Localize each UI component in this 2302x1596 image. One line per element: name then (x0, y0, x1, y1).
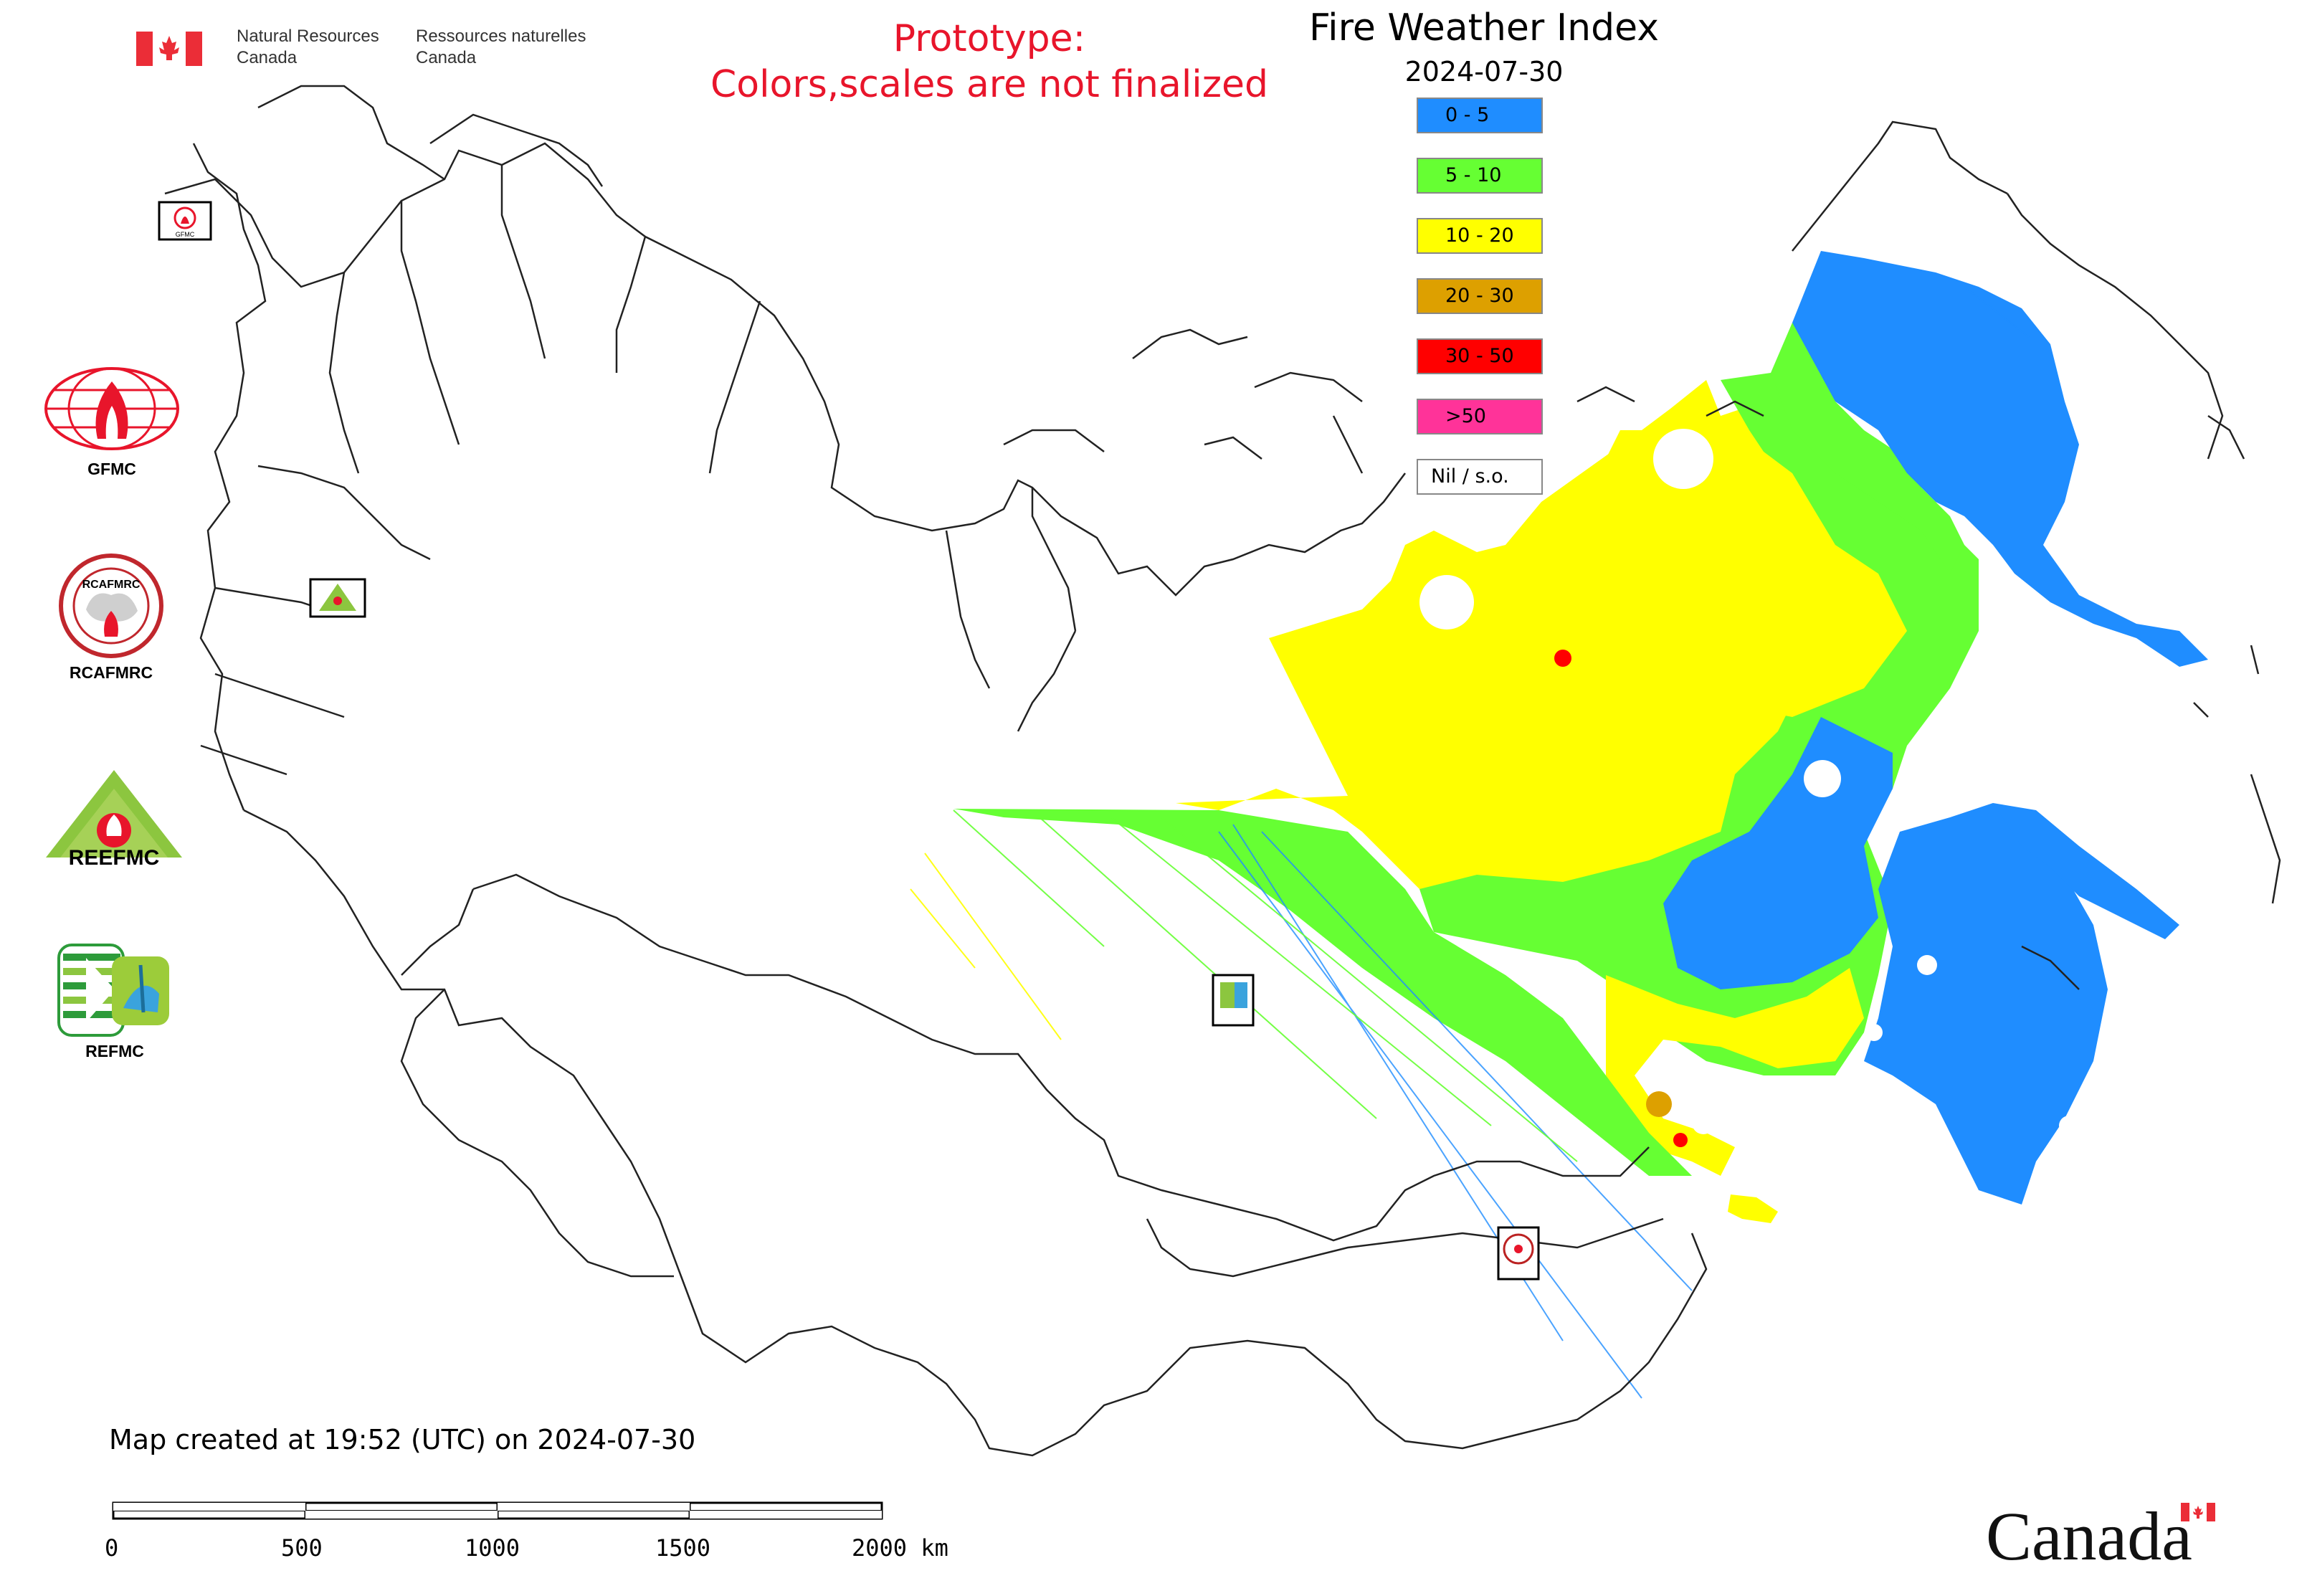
legend-item-0-5: 0 - 5 (1417, 98, 1543, 133)
partner-label-gfmc: GFMC (87, 460, 136, 478)
fwi-zone-blue-east (1792, 251, 2208, 667)
legend-item-over-50: >50 (1417, 399, 1543, 434)
prototype-notice: Prototype: Colors,scales are not finaliz… (710, 17, 1269, 106)
canada-flag-icon (136, 32, 202, 66)
region-outlines (164, 85, 2281, 1457)
rcafmrc-marker (1497, 1226, 1540, 1281)
fwi-zone-yellow-central (1577, 430, 1907, 717)
fwi-zone-green-diagonal (953, 809, 1692, 1176)
canada-wordmark: Canada (1986, 1497, 2215, 1576)
scale-label-1000: 1000 (465, 1534, 520, 1562)
svg-text:GFMC: GFMC (176, 231, 195, 238)
partner-refmc: REFMC (57, 944, 172, 1061)
gfmc-logo-icon (44, 367, 179, 450)
scale-bar (112, 1501, 883, 1520)
map-date: 2024-07-30 (1404, 56, 1564, 87)
nrcan-english-name: Natural Resources Canada (237, 27, 379, 67)
partner-gfmc: GFMC (40, 364, 184, 479)
canada-wordmark-flag-icon (2181, 1503, 2215, 1521)
scale-label-0: 0 (105, 1534, 119, 1562)
map-created-note: Map created at 19:52 (UTC) on 2024-07-30 (109, 1424, 696, 1455)
legend-item-5-10: 5 - 10 (1417, 158, 1543, 194)
fwi-zone-blue-arm (1993, 803, 2179, 939)
scale-label-500: 500 (281, 1534, 323, 1562)
rcafmrc-logo-icon: RCAFMRC (59, 554, 163, 658)
scale-label-2000-km: 2000 km (852, 1534, 948, 1562)
partner-rcafmrc: RCAFMRC RCAFMRC (57, 552, 165, 683)
reefmc-logo-icon: REEFMC (46, 770, 182, 870)
map-title: Fire Weather Index (1309, 6, 1659, 49)
fwi-zone-blue-southeast (1864, 803, 2108, 1205)
partner-reefmc: REEFMC (39, 764, 189, 875)
fwi-zone-yellow-south (1606, 968, 1864, 1176)
legend-item-nil: Nil / s.o. (1417, 459, 1543, 495)
refmc-logo-icon (57, 944, 169, 1037)
legend-item-10-20: 10 - 20 (1417, 218, 1543, 254)
scale-label-1500: 1500 (655, 1534, 711, 1562)
rcafmrc-logo-text: RCAFMRC (82, 579, 141, 591)
fwi-zone-island (1728, 1194, 1778, 1223)
refmc-marker (1212, 974, 1255, 1027)
partner-label-rcafmrc: RCAFMRC (69, 663, 153, 682)
fwi-raster (910, 251, 2208, 1399)
nrcan-french-name: Ressources naturelles Canada (416, 27, 586, 67)
reefmc-marker (309, 578, 366, 618)
nrcan-wordmark: Natural Resources Canada Ressources natu… (136, 26, 602, 76)
fwi-zone-green-east-strip (1771, 323, 1964, 574)
legend-item-30-50: 30 - 50 (1417, 338, 1543, 374)
gfmc-marker: GFMC (158, 201, 212, 241)
partner-label-refmc: REFMC (85, 1042, 144, 1060)
legend-item-20-30: 20 - 30 (1417, 278, 1543, 314)
reefmc-logo-text: REEFMC (69, 846, 160, 870)
